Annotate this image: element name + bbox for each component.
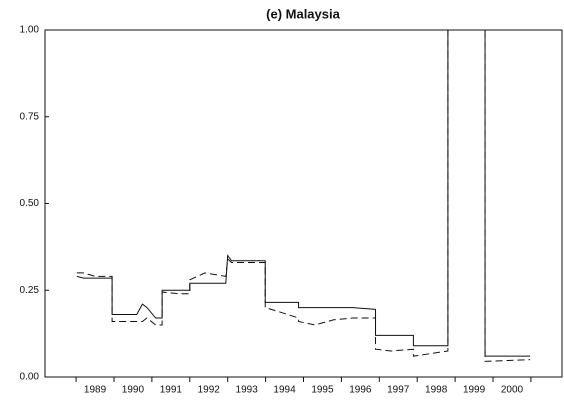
- x-tick-label: 1998: [425, 385, 448, 396]
- x-tick-label: 1999: [463, 385, 486, 396]
- x-tick-label: 1992: [198, 385, 221, 396]
- series-line: [76, 29, 531, 362]
- x-tick-label: 1989: [84, 385, 107, 396]
- x-tick-label: 1994: [273, 385, 296, 396]
- x-tick-label: 1991: [160, 385, 183, 396]
- y-tick-label: 0.00: [20, 372, 40, 383]
- series-line: [76, 29, 531, 357]
- x-tick-label: 1996: [349, 385, 372, 396]
- x-tick-label: 1993: [236, 385, 259, 396]
- chart-title: (e) Malaysia: [266, 6, 340, 21]
- x-tick-label: 1990: [122, 385, 145, 396]
- plot-frame: [44, 29, 563, 378]
- y-tick-label: 1.00: [20, 25, 40, 36]
- x-tick-label: 1995: [311, 385, 334, 396]
- x-tick-label: 2000: [501, 385, 524, 396]
- y-tick-label: 0.50: [20, 198, 40, 209]
- y-tick-label: 0.75: [20, 111, 40, 122]
- y-tick-label: 0.25: [20, 285, 40, 296]
- x-tick-label: 1997: [387, 385, 410, 396]
